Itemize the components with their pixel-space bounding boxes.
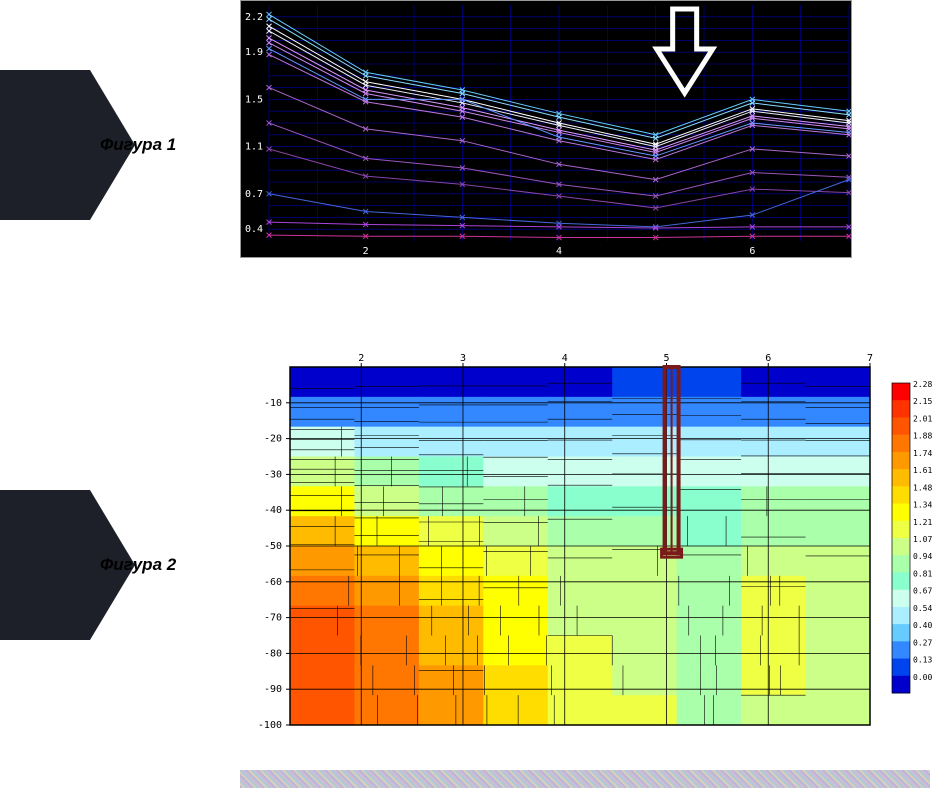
svg-text:-80: -80 <box>264 648 282 659</box>
svg-text:-50: -50 <box>264 541 282 552</box>
svg-text:0.94: 0.94 <box>913 552 932 561</box>
svg-text:1.21: 1.21 <box>913 518 932 527</box>
svg-text:-10: -10 <box>264 398 282 409</box>
svg-text:1.61: 1.61 <box>913 466 932 475</box>
noise-strip <box>240 770 930 788</box>
svg-text:7: 7 <box>867 353 873 364</box>
svg-text:4: 4 <box>562 353 568 364</box>
svg-text:6: 6 <box>765 353 771 364</box>
svg-text:-20: -20 <box>264 434 282 445</box>
svg-text:0.4: 0.4 <box>245 224 263 235</box>
svg-text:-60: -60 <box>264 577 282 588</box>
svg-text:1.88: 1.88 <box>913 432 932 441</box>
svg-text:0.7: 0.7 <box>245 189 263 200</box>
section-marker-1 <box>0 70 90 220</box>
svg-text:1.48: 1.48 <box>913 483 932 492</box>
svg-text:1.74: 1.74 <box>913 449 932 458</box>
svg-text:0.00: 0.00 <box>913 673 932 682</box>
svg-text:1.07: 1.07 <box>913 535 932 544</box>
svg-text:3: 3 <box>460 353 466 364</box>
chart-2-heatmap: 2 3 4 5 6 7 -10 -20 -30 -40 -50 -60 -70 -80 -90 -100 2.2… <box>238 345 938 745</box>
svg-text:-90: -90 <box>264 684 282 695</box>
svg-text:1.34: 1.34 <box>913 501 932 510</box>
svg-text:1.9: 1.9 <box>245 47 263 58</box>
figure-1-label: Фигура 1 <box>100 135 176 155</box>
svg-text:-40: -40 <box>264 505 282 516</box>
section-marker-2 <box>0 490 90 640</box>
svg-text:0.67: 0.67 <box>913 587 932 596</box>
svg-text:0.40: 0.40 <box>913 621 932 630</box>
svg-text:1.5: 1.5 <box>245 94 263 105</box>
svg-text:0.81: 0.81 <box>913 569 932 578</box>
svg-text:-30: -30 <box>264 469 282 480</box>
svg-text:4: 4 <box>556 246 562 257</box>
svg-text:1.1: 1.1 <box>245 142 263 153</box>
svg-text:2: 2 <box>358 353 364 364</box>
svg-text:2.15: 2.15 <box>913 397 932 406</box>
svg-text:2: 2 <box>363 246 369 257</box>
svg-text:-100: -100 <box>258 720 282 731</box>
svg-text:5: 5 <box>663 353 669 364</box>
svg-text:0.13: 0.13 <box>913 656 932 665</box>
svg-text:0.54: 0.54 <box>913 604 932 613</box>
svg-text:2.28: 2.28 <box>913 380 932 389</box>
figure-2-label: Фигура 2 <box>100 555 176 575</box>
chart-1-line: 0.4 0.7 1.1 1.5 1.9 2.2 2 4 6 <box>240 0 852 258</box>
svg-text:2.2: 2.2 <box>245 12 263 23</box>
svg-text:0.27: 0.27 <box>913 638 932 647</box>
svg-text:2.01: 2.01 <box>913 414 932 423</box>
svg-text:-70: -70 <box>264 613 282 624</box>
svg-text:6: 6 <box>749 246 755 257</box>
